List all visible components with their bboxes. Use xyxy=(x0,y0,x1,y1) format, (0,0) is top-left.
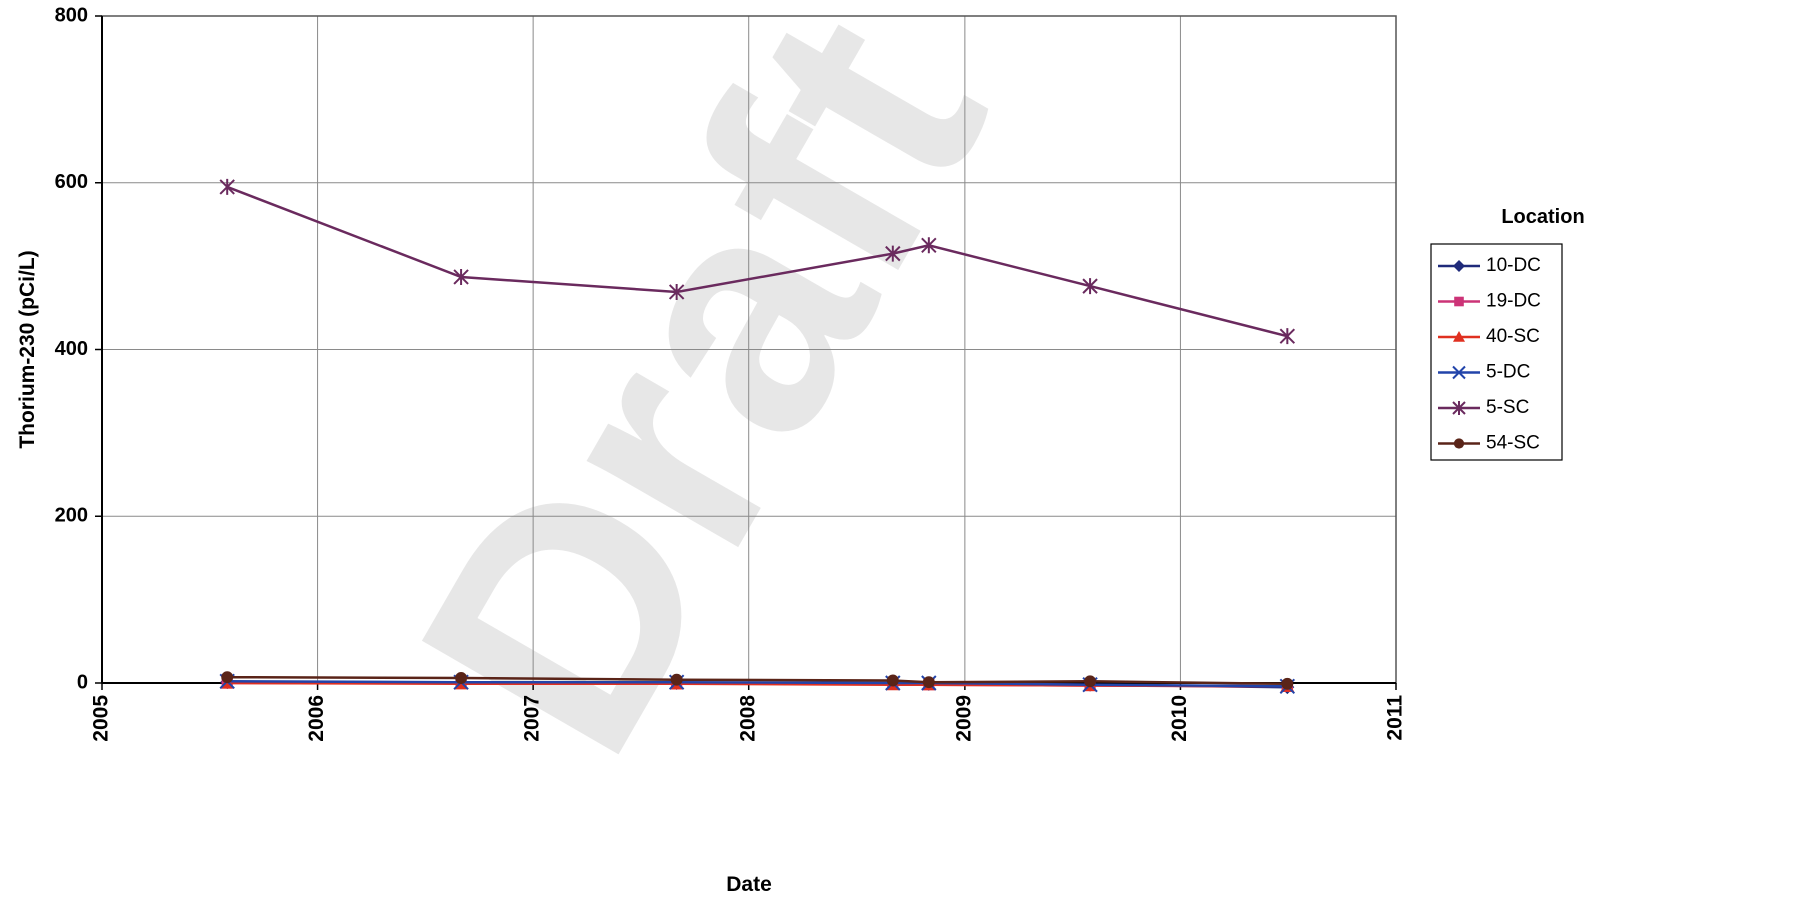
y-tick-label: 0 xyxy=(77,671,88,693)
x-tick-label: 2007 xyxy=(521,695,544,742)
legend-label: 54-SC xyxy=(1486,433,1540,454)
data-point xyxy=(921,237,937,254)
legend-marker xyxy=(1452,365,1466,380)
legend-item: 54-SC xyxy=(1438,433,1540,454)
legend-marker xyxy=(1453,438,1465,449)
x-tick-label: 2009 xyxy=(952,695,975,742)
x-axis-title: Date xyxy=(726,873,772,896)
legend-box xyxy=(1430,243,1563,461)
legend-item: 5-DC xyxy=(1438,362,1530,383)
legend-item: 19-DC xyxy=(1438,291,1541,312)
axes: 2005 2006 2007 2008 2009 2010 2011 0 200 400 600 80… xyxy=(16,4,1407,896)
data-point xyxy=(221,671,234,684)
legend-marker xyxy=(1453,260,1465,272)
legend-label: 19-DC xyxy=(1486,291,1541,312)
legend-item: 10-DC xyxy=(1438,255,1541,276)
data-point xyxy=(922,676,935,689)
data-point xyxy=(455,672,468,684)
y-tick-label: 200 xyxy=(55,505,88,527)
x-tick-label: 2006 xyxy=(305,695,328,742)
data-point xyxy=(886,674,899,687)
legend-label: 40-SC xyxy=(1486,326,1540,347)
legend-marker xyxy=(1452,401,1466,415)
legend-item: 5-SC xyxy=(1438,397,1529,418)
data-point xyxy=(885,245,901,262)
legend: Location 10-DC 19-DC 40-SC 5-DC 5-SC 54-SC xyxy=(1430,206,1585,461)
data-point xyxy=(453,268,469,285)
grid-lines xyxy=(102,16,1396,683)
y-axis-title: Thorium-230 (pCi/L) xyxy=(16,250,39,448)
data-point xyxy=(668,283,685,300)
legend-marker xyxy=(1453,331,1465,342)
x-tick-label: 2010 xyxy=(1168,695,1191,742)
series-54-sc xyxy=(221,671,1294,690)
legend-title: Location xyxy=(1501,206,1584,228)
data-point xyxy=(1082,278,1098,295)
data-point xyxy=(1279,328,1296,345)
data-point xyxy=(219,178,235,195)
legend-item: 40-SC xyxy=(1438,326,1540,347)
legend-marker xyxy=(1454,296,1464,307)
data-point xyxy=(670,673,683,686)
data-point xyxy=(1281,677,1294,690)
y-tick-label: 600 xyxy=(55,171,88,193)
legend-label: 10-DC xyxy=(1486,255,1541,276)
data-point xyxy=(1084,675,1097,688)
legend-label: 5-DC xyxy=(1486,362,1530,383)
series-layer xyxy=(219,178,1296,695)
legend-label: 5-SC xyxy=(1486,397,1529,418)
x-tick-label: 2008 xyxy=(736,695,759,742)
x-tick-label: 2005 xyxy=(90,695,113,742)
y-tick-label: 800 xyxy=(55,4,88,26)
series-5-sc xyxy=(219,178,1296,345)
y-tick-label: 400 xyxy=(55,338,88,360)
x-tick-label: 2011 xyxy=(1384,695,1407,741)
